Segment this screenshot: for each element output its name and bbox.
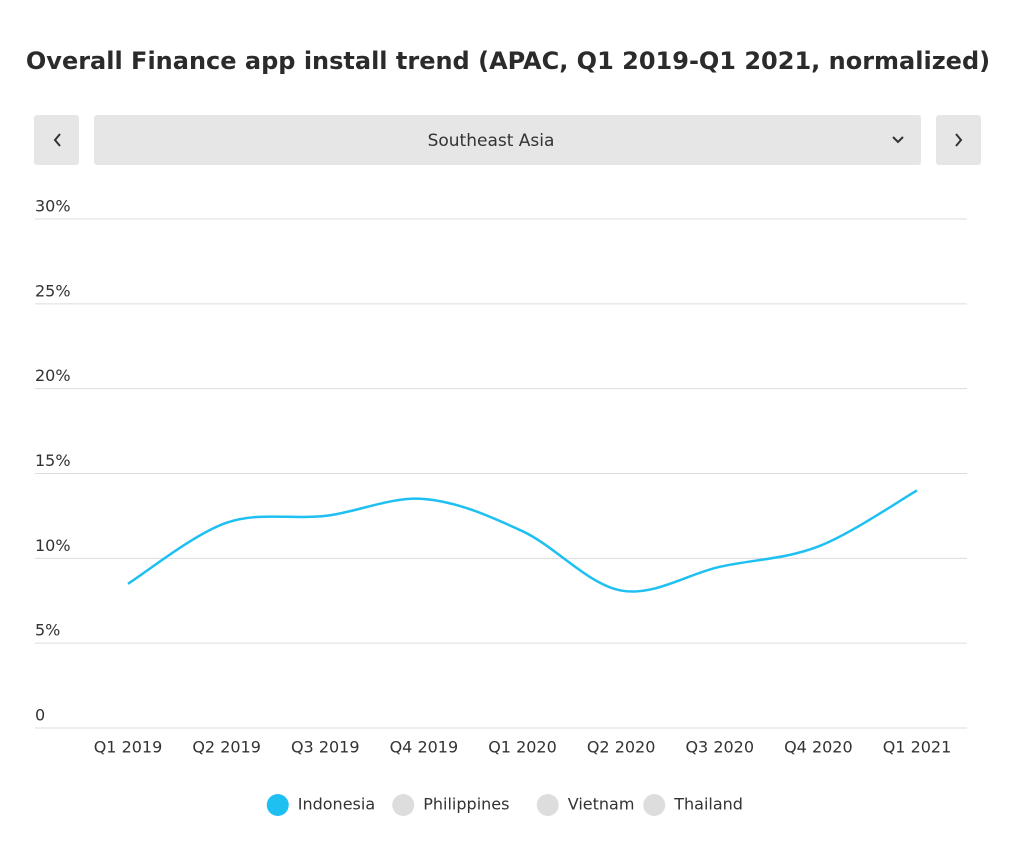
prev-button-bg[interactable]	[34, 115, 79, 165]
legend-label[interactable]: Thailand	[673, 795, 743, 814]
legend-label[interactable]: Vietnam	[568, 795, 635, 814]
legend-item[interactable]: Vietnam	[536, 794, 635, 816]
x-tick-label: Q3 2019	[291, 738, 360, 757]
y-tick-label: 20%	[35, 366, 71, 385]
legend-item[interactable]: Thailand	[643, 794, 743, 816]
y-tick-label: 30%	[35, 197, 71, 216]
chart-title: Overall Finance app install trend (APAC,…	[26, 47, 990, 75]
next-button-bg[interactable]	[936, 115, 981, 165]
dropdown-label[interactable]: Southeast Asia	[428, 131, 555, 151]
x-tick-label: Q4 2019	[390, 738, 459, 757]
legend-label[interactable]: Philippines	[423, 795, 509, 814]
x-tick-label: Q3 2020	[685, 738, 754, 757]
legend-swatch[interactable]	[643, 794, 666, 816]
next-button[interactable]	[936, 115, 981, 165]
x-tick-label: Q2 2019	[192, 738, 261, 757]
region-dropdown[interactable]: Southeast Asia	[94, 115, 921, 165]
y-tick-label: 0	[35, 706, 45, 725]
y-tick-label: 25%	[35, 281, 71, 300]
series-line	[127, 489, 918, 593]
dropdown-chevron[interactable]	[892, 136, 904, 144]
legend-swatch[interactable]	[536, 794, 559, 816]
legend-swatch[interactable]	[266, 794, 289, 816]
legend-swatch[interactable]	[392, 794, 415, 816]
x-tick-label: Q1 2019	[94, 738, 163, 757]
legend-item[interactable]: Indonesia	[266, 794, 375, 816]
x-tick-label: Q2 2020	[587, 738, 656, 757]
prev-icon[interactable]	[53, 133, 61, 147]
dropdown-bg[interactable]	[94, 115, 921, 165]
x-tick-label: Q4 2020	[784, 738, 853, 757]
legend-label[interactable]: Indonesia	[298, 795, 375, 814]
y-tick-label: 5%	[35, 621, 60, 640]
legend-item[interactable]: Philippines	[392, 794, 509, 816]
prev-button[interactable]	[34, 115, 79, 165]
x-tick-label: Q1 2021	[883, 738, 952, 757]
y-tick-label: 10%	[35, 536, 71, 555]
y-tick-label: 15%	[35, 451, 71, 470]
x-tick-label: Q1 2020	[488, 738, 557, 757]
next-icon[interactable]	[955, 133, 963, 147]
